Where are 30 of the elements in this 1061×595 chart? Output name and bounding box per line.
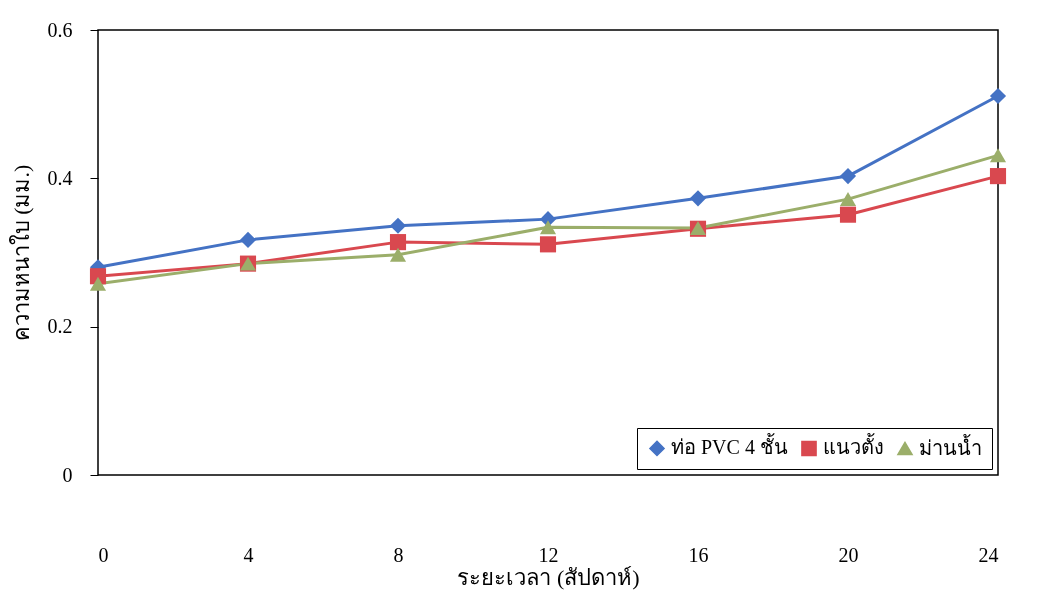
legend-label: แนวตั้ง: [823, 433, 884, 459]
x-tick-label: 4: [243, 543, 254, 566]
point: [539, 220, 557, 235]
point: [989, 168, 1007, 185]
x-tick-label: 24: [978, 543, 999, 566]
x-tick-label: 16: [688, 543, 709, 566]
point: [689, 190, 707, 207]
x-tick-label: 12: [538, 543, 559, 566]
x-tick-label: 0: [98, 543, 109, 566]
point: [839, 168, 857, 185]
point: [839, 192, 857, 207]
x-tick-label: 20: [838, 543, 859, 566]
point: [239, 231, 257, 248]
point: [389, 247, 407, 262]
x-axis-title: ระยะเวลา (สัปดาห์): [457, 564, 640, 590]
point: [89, 276, 107, 291]
y-axis-title: ความหนาใบ (มม.): [8, 164, 34, 342]
point: [539, 236, 557, 253]
y-tick-label: 0.2: [47, 315, 73, 338]
legend-label: ท่อ PVC 4 ชั้น: [671, 433, 788, 459]
point: [839, 206, 857, 223]
y-tick-label: 0.4: [47, 166, 73, 189]
x-tick-label: 8: [393, 543, 404, 566]
point: [389, 217, 407, 234]
point: [989, 148, 1007, 163]
y-tick-label: 0.6: [47, 18, 73, 41]
legend-label: ม่านน้ำ: [919, 433, 982, 459]
point: [989, 87, 1007, 105]
y-tick-label: 0: [62, 463, 73, 486]
point: [389, 234, 407, 251]
